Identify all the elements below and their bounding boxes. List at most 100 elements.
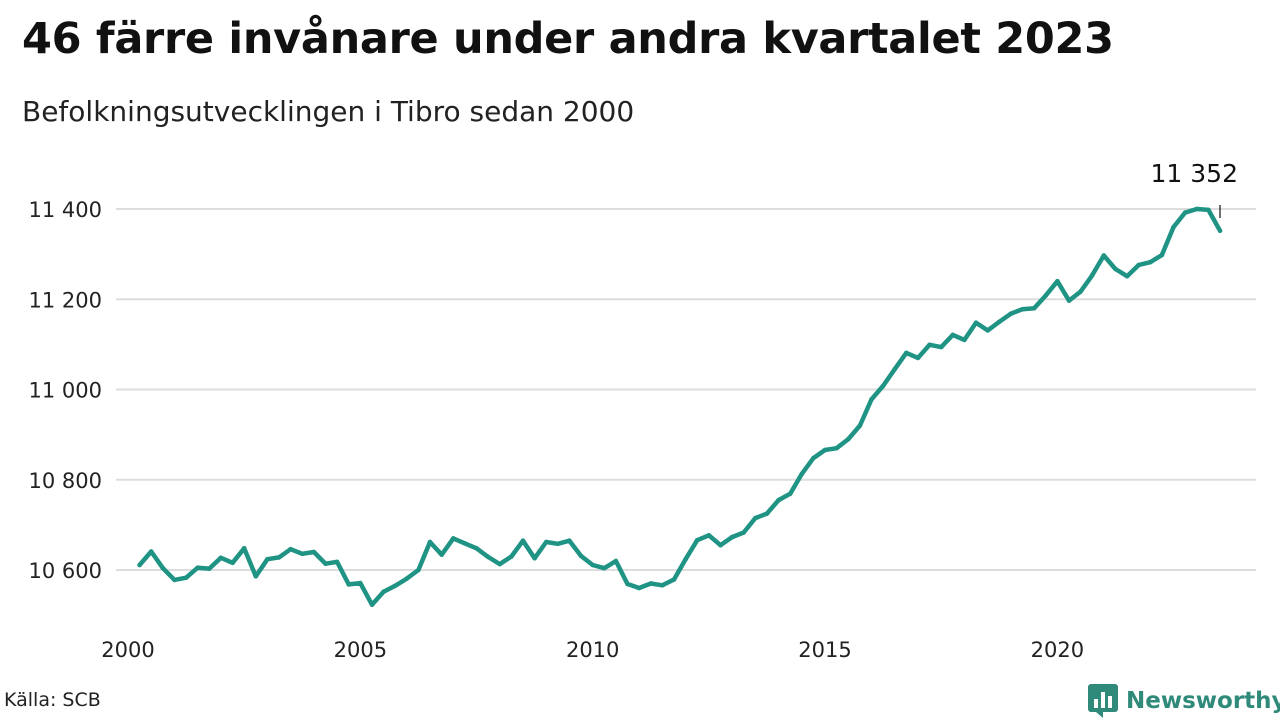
- data-point: [1101, 253, 1107, 258]
- data-point: [904, 350, 909, 356]
- data-point: [323, 561, 328, 566]
- data-point: [474, 546, 479, 551]
- data-point: [660, 583, 665, 588]
- data-point: [869, 397, 874, 402]
- data-point: [485, 554, 491, 560]
- data-point: [927, 342, 932, 348]
- data-point: [1043, 293, 1048, 298]
- data-point: [451, 536, 456, 541]
- data-point: [1217, 228, 1223, 233]
- data-point: [218, 555, 224, 561]
- data-point: [358, 580, 363, 586]
- data-point: [834, 445, 839, 451]
- data-point: [346, 582, 352, 587]
- x-tick-label: 2015: [798, 638, 851, 662]
- data-point: [1066, 298, 1072, 303]
- data-point: [1031, 306, 1037, 311]
- data-point: [1089, 273, 1095, 278]
- y-axis-ticks: 10 600 10 800 11 000 11 200 11 400: [29, 198, 102, 583]
- brand-logo[interactable]: Newsworthy: [1088, 684, 1280, 718]
- x-tick-label: 2005: [334, 638, 387, 662]
- data-point: [207, 566, 212, 571]
- chart-title: 46 färre invånare under andra kvartalet …: [22, 14, 1114, 64]
- chart-subtitle: Befolkningsutvecklingen i Tibro sedan 20…: [22, 95, 635, 128]
- data-point: [857, 423, 863, 428]
- data-point: [404, 576, 410, 581]
- data-point: [300, 551, 305, 557]
- data-point: [915, 355, 921, 361]
- data-point: [334, 559, 340, 565]
- data-point: [381, 589, 386, 594]
- data-point: [230, 560, 235, 566]
- data-point: [938, 344, 944, 350]
- data-point: [1008, 311, 1014, 317]
- data-point: [962, 337, 967, 343]
- grid-lines: [116, 208, 1256, 571]
- data-point: [195, 565, 200, 570]
- x-tick-label: 2010: [566, 638, 619, 662]
- data-point: [183, 575, 189, 580]
- data-point: [753, 515, 758, 521]
- y-tick-label: 11 200: [29, 288, 102, 312]
- data-point: [241, 546, 247, 551]
- data-point: [776, 497, 781, 503]
- end-value-label: 11 352: [1151, 159, 1238, 188]
- data-point: [729, 534, 735, 540]
- data-point: [985, 328, 990, 333]
- data-point: [369, 602, 375, 607]
- data-point: [253, 574, 259, 579]
- data-point: [265, 556, 270, 562]
- data-point: [276, 555, 282, 560]
- data-point: [1124, 273, 1130, 279]
- y-tick-label: 11 400: [29, 198, 102, 222]
- data-point: [1136, 262, 1141, 268]
- data-point: [1182, 210, 1188, 215]
- data-point: [555, 541, 561, 547]
- source-note: Källa: SCB: [4, 689, 101, 711]
- data-point: [288, 546, 293, 552]
- data-point: [997, 319, 1002, 325]
- data-point: [846, 436, 851, 442]
- data-point: [694, 537, 700, 543]
- series-layer: [137, 206, 1223, 607]
- data-point: [799, 471, 805, 477]
- data-point: [718, 542, 723, 548]
- data-point: [1078, 289, 1083, 294]
- data-point: [509, 554, 514, 559]
- bar-chart-logo-icon: [1088, 684, 1118, 718]
- data-point: [1148, 259, 1153, 265]
- data-point: [880, 383, 886, 389]
- data-point: [811, 455, 816, 461]
- data-point: [567, 538, 572, 543]
- data-point: [520, 538, 526, 543]
- y-tick-label: 10 600: [29, 559, 102, 583]
- data-point: [602, 565, 607, 571]
- data-point: [706, 533, 712, 538]
- data-point: [741, 530, 746, 535]
- data-point: [1055, 278, 1060, 284]
- y-tick-label: 10 800: [29, 469, 102, 493]
- x-tick-label: 2020: [1031, 638, 1084, 662]
- data-point: [822, 447, 828, 453]
- data-point: [439, 552, 445, 557]
- data-point: [578, 553, 584, 559]
- data-point: [787, 491, 793, 497]
- data-point: [427, 539, 433, 545]
- data-point: [892, 366, 897, 372]
- data-point: [416, 567, 421, 573]
- data-point: [950, 332, 956, 338]
- data-point: [683, 556, 688, 562]
- data-point: [543, 539, 549, 545]
- data-point: [462, 541, 468, 546]
- data-point: [1194, 206, 1200, 212]
- data-point: [392, 583, 398, 589]
- data-point: [613, 558, 619, 564]
- data-point: [973, 320, 979, 326]
- data-point: [590, 562, 595, 568]
- x-axis-ticks: 2000 2005 2010 2015 2020: [101, 638, 1084, 662]
- brand-name: Newsworthy: [1126, 688, 1280, 714]
- population-line: [137, 206, 1223, 607]
- data-point: [1171, 224, 1176, 230]
- data-point: [1020, 306, 1025, 312]
